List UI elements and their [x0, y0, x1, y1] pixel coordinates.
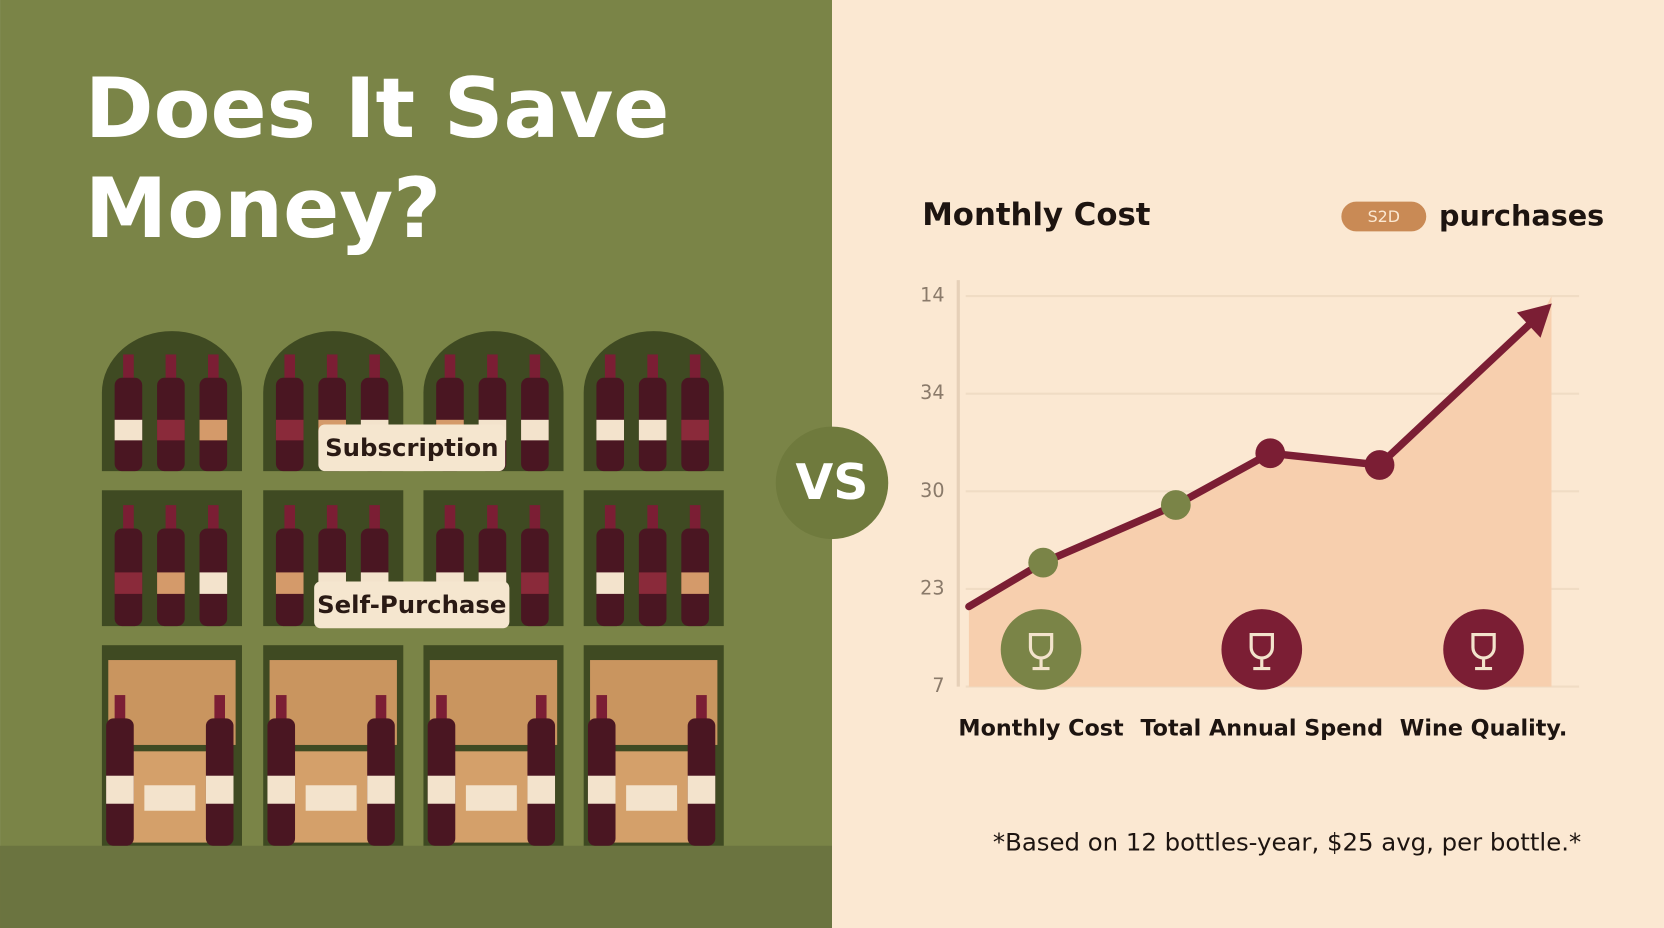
bottle-neck	[326, 505, 338, 533]
category-icon	[1221, 609, 1303, 690]
bottle-label	[275, 419, 304, 441]
bottle-label	[527, 775, 556, 804]
bottle-neck	[284, 505, 296, 533]
bottle-neck	[535, 695, 547, 723]
box-label	[144, 785, 196, 811]
point	[1160, 490, 1191, 520]
bottle-label	[521, 572, 549, 594]
bottle-neck	[444, 505, 456, 533]
vs-text: VS	[796, 454, 869, 511]
legend-badge	[1341, 201, 1427, 232]
point	[1364, 450, 1395, 480]
category-label: Monthly Cost	[958, 716, 1124, 742]
shelf	[101, 331, 724, 846]
bottle-label	[427, 775, 456, 804]
bottle-neck	[375, 695, 387, 723]
label-box	[318, 424, 506, 472]
bottle-neck	[604, 354, 616, 383]
floor	[0, 845, 832, 928]
bottle-neck	[647, 354, 658, 383]
icon-glyph	[1471, 632, 1496, 671]
category-icon	[1443, 609, 1524, 690]
y-tick-label: 14	[920, 284, 944, 307]
bottle-label	[199, 419, 228, 441]
bottle-neck	[689, 505, 701, 533]
bottle-label	[106, 775, 134, 804]
bottle-label	[638, 572, 667, 594]
arrow-head	[1516, 303, 1552, 338]
bottle-label	[199, 572, 228, 594]
bottle-neck	[208, 354, 219, 383]
bottle-label	[596, 419, 625, 441]
bottle-label	[114, 419, 143, 441]
box-label	[626, 785, 678, 811]
bottle-neck	[369, 505, 380, 533]
y-tick-label: 7	[932, 674, 944, 697]
bottle-label	[596, 572, 625, 594]
bottle-label	[267, 775, 296, 804]
bottle-neck	[696, 695, 707, 723]
bottle-neck	[326, 354, 338, 383]
bottle-neck	[208, 505, 219, 533]
box-label	[465, 785, 517, 811]
icon-glyph	[1028, 632, 1054, 671]
footnote: *Based on 12 bottles-year, $25 avg, per …	[993, 828, 1581, 857]
bottle-label	[521, 419, 549, 441]
bottle-neck	[444, 354, 456, 383]
plot: 14 34 30 23 7 Monthly Cost Total Annual Spend W…	[920, 284, 1580, 742]
bottle-label	[587, 775, 616, 804]
bottle-neck	[214, 695, 226, 723]
area	[968, 296, 1552, 687]
bottle-neck	[689, 354, 701, 383]
legend-label: purchases	[1439, 199, 1604, 233]
bottle-neck	[165, 505, 177, 533]
bottle-neck	[369, 354, 380, 383]
bottle-neck	[123, 505, 134, 533]
bottle-neck	[436, 695, 447, 723]
y-tick-label: 30	[920, 479, 944, 502]
label-box	[314, 581, 510, 629]
bottle-label	[681, 572, 709, 594]
bottle-label	[681, 419, 709, 441]
bottle-neck	[487, 354, 498, 383]
bottle-label	[205, 775, 234, 804]
title-line: Does It Save	[85, 60, 670, 157]
chart-title: Monthly Cost	[922, 197, 1150, 233]
icon-glyph	[1249, 632, 1274, 671]
bottle-neck	[284, 354, 296, 383]
legend-badge-text: S2D	[1368, 207, 1400, 226]
bottle-neck	[114, 695, 126, 723]
bottle-neck	[487, 505, 498, 533]
bottle-label	[638, 419, 667, 441]
bottle-neck	[604, 505, 616, 533]
box-label	[305, 785, 357, 811]
point	[1028, 547, 1059, 578]
bottle-label	[157, 572, 185, 594]
bottle-label	[275, 572, 304, 594]
y-tick-label: 23	[920, 576, 944, 599]
subscription-label: Subscription	[325, 433, 498, 462]
bottle-label	[114, 572, 143, 594]
category-label: Wine Quality.	[1400, 716, 1568, 742]
bottle-label	[687, 775, 716, 804]
self-purchase-label: Self-Purchase	[317, 590, 506, 619]
bottle-neck	[529, 354, 541, 383]
title-line: Money?	[85, 160, 441, 257]
bottle-neck	[647, 505, 658, 533]
bottle-neck	[529, 505, 541, 533]
point	[1255, 438, 1286, 469]
bottle-neck	[596, 695, 608, 723]
bottle-neck	[275, 695, 287, 723]
y-tick-label: 34	[920, 381, 944, 404]
category-icon	[1000, 609, 1082, 690]
vs-badge	[775, 426, 889, 540]
bottle-neck	[165, 354, 177, 383]
bottle-neck	[123, 354, 134, 383]
bottle-label	[157, 419, 185, 441]
category-label: Total Annual Spend	[1140, 716, 1383, 742]
bottle-label	[367, 775, 395, 804]
